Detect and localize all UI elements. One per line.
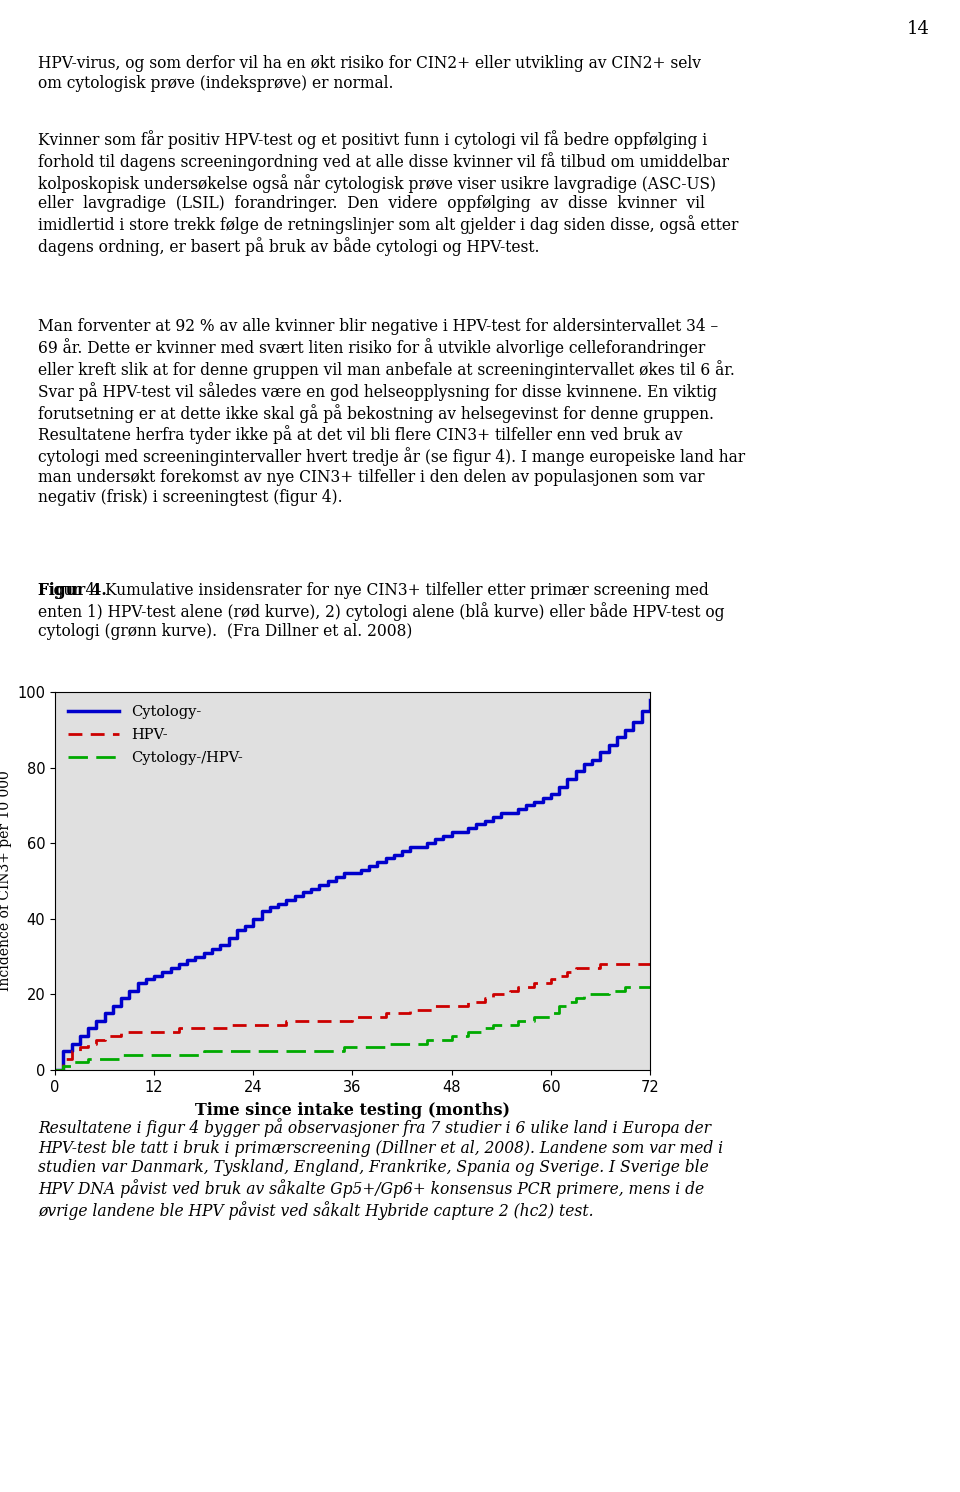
Text: HPV-virus, og som derfor vil ha en økt risiko for CIN2+ eller utvikling av CIN2+: HPV-virus, og som derfor vil ha en økt r… [38,55,701,91]
Text: Man forventer at 92 % av alle kvinner blir negative i HPV-test for aldersinterva: Man forventer at 92 % av alle kvinner bl… [38,318,745,506]
Legend: Cytology-, HPV-, Cytology-/HPV-: Cytology-, HPV-, Cytology-/HPV- [62,700,249,770]
Text: Kvinner som får positiv HPV-test og et positivt funn i cytologi vil få bedre opp: Kvinner som får positiv HPV-test og et p… [38,130,738,257]
Text: 14: 14 [907,19,930,37]
Y-axis label: Incidence of CIN3+ per 10 000: Incidence of CIN3+ per 10 000 [0,771,12,991]
Text: Figur 4.: Figur 4. [38,582,107,598]
X-axis label: Time since intake testing (months): Time since intake testing (months) [195,1101,510,1119]
Text: Figur 4. Kumulative insidensrater for nye CIN3+ tilfeller etter primær screening: Figur 4. Kumulative insidensrater for ny… [38,582,725,640]
Text: Resultatene i figur 4 bygger på observasjoner fra 7 studier i 6 ulike land i Eur: Resultatene i figur 4 bygger på observas… [38,1118,723,1220]
